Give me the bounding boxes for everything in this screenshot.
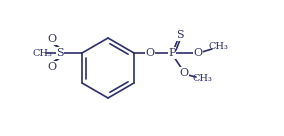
Text: S: S bbox=[176, 30, 184, 40]
Text: O: O bbox=[145, 48, 154, 58]
Text: O: O bbox=[47, 62, 57, 72]
Text: CH₃: CH₃ bbox=[208, 42, 228, 52]
Text: O: O bbox=[179, 68, 189, 78]
Text: O: O bbox=[193, 48, 202, 58]
Text: CH₃: CH₃ bbox=[32, 49, 52, 58]
Text: P: P bbox=[168, 48, 176, 58]
Text: S: S bbox=[56, 48, 64, 58]
Text: O: O bbox=[47, 34, 57, 44]
Text: CH₃: CH₃ bbox=[192, 75, 212, 84]
